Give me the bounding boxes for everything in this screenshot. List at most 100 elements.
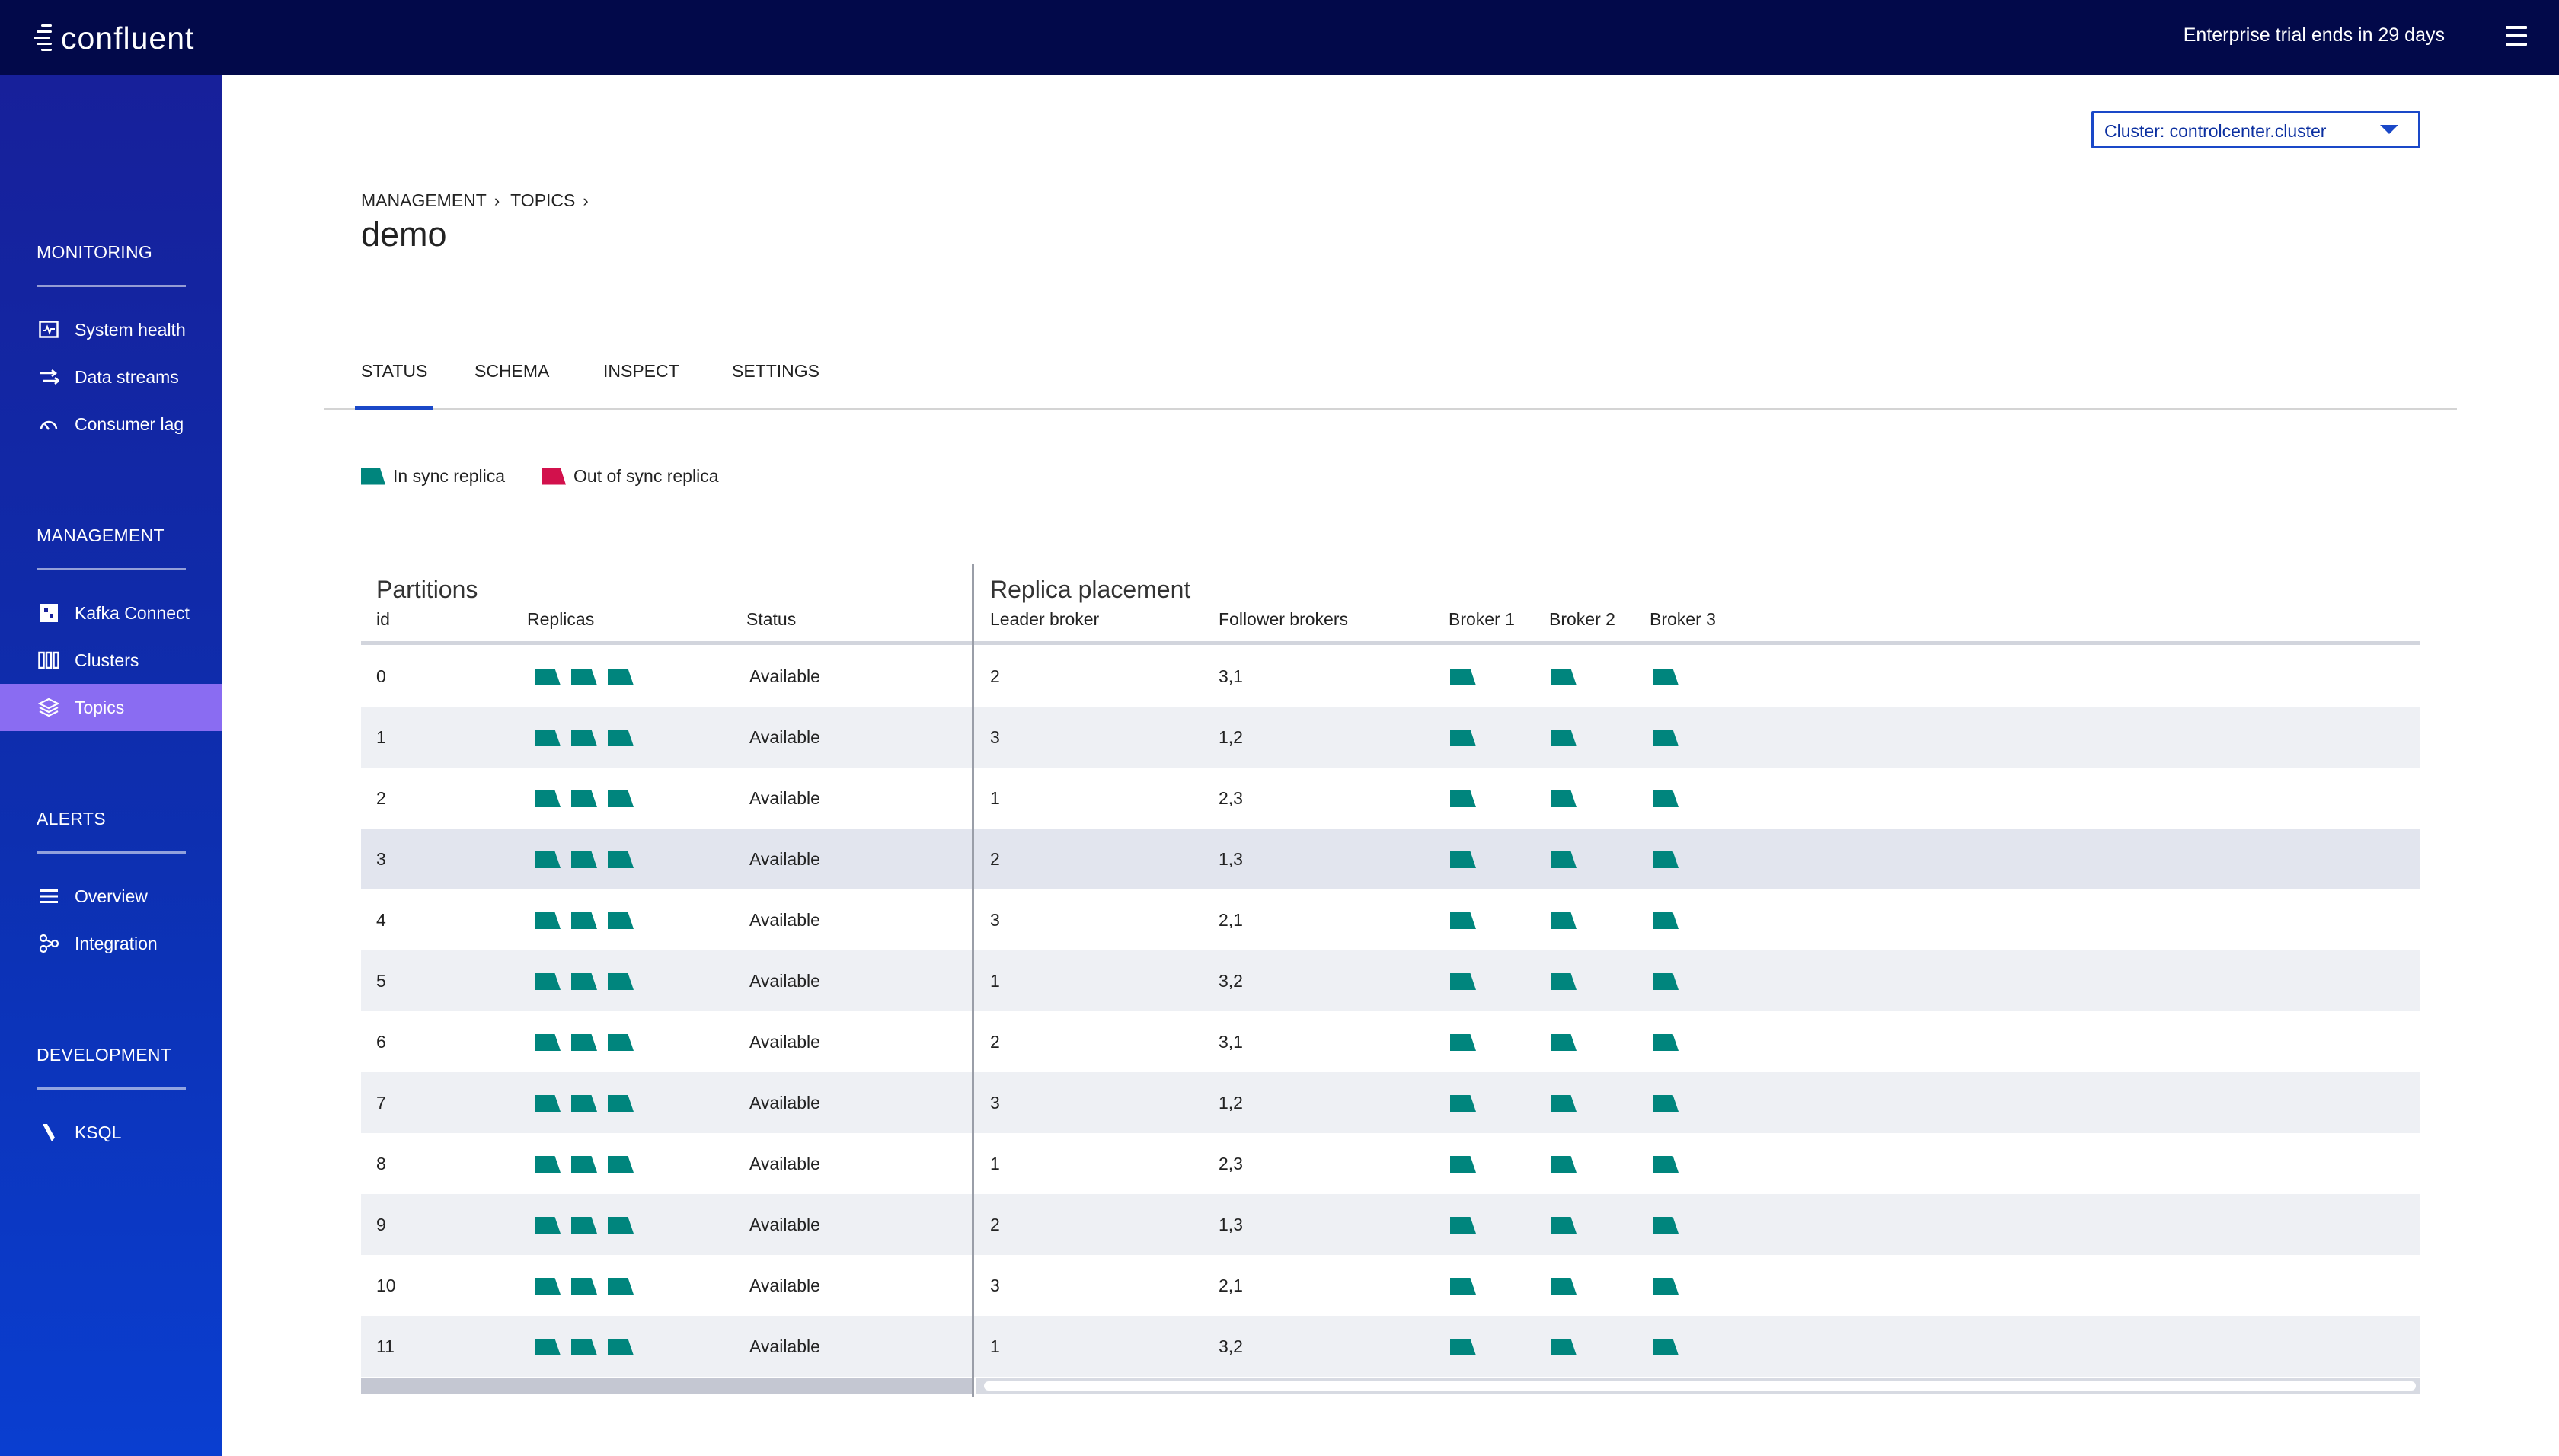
tab-bar: STATUS SCHEMA INSPECT SETTINGS bbox=[324, 350, 2457, 410]
brand-name: confluent bbox=[61, 20, 195, 56]
leader-broker: 2 bbox=[990, 1215, 1000, 1234]
replica-placement-title: Replica placement bbox=[990, 576, 1191, 603]
partition-status: Available bbox=[749, 666, 820, 686]
tab-schema[interactable]: SCHEMA bbox=[474, 361, 550, 381]
section-divider bbox=[37, 1087, 186, 1090]
broker-2-replica-icon bbox=[1551, 669, 1577, 685]
table-row[interactable]: 7 Available 3 1,2 bbox=[361, 1072, 2420, 1133]
column-header-status[interactable]: Status bbox=[746, 609, 797, 629]
in-sync-replica-icon bbox=[571, 1095, 597, 1112]
table-row[interactable]: 10 Available 3 2,1 bbox=[361, 1255, 2420, 1316]
in-sync-replica-icon bbox=[608, 1339, 634, 1355]
left-scrollbar[interactable] bbox=[361, 1378, 972, 1394]
consumer-lag-icon bbox=[38, 413, 59, 435]
column-header-follower-brokers[interactable]: Follower brokers bbox=[1219, 609, 1348, 629]
sidebar-item-overview[interactable]: Overview bbox=[0, 873, 222, 920]
table-row[interactable]: 1 Available 3 1,2 bbox=[361, 707, 2420, 768]
out-of-sync-replica-icon bbox=[542, 468, 567, 485]
column-header-leader-broker[interactable]: Leader broker bbox=[990, 609, 1100, 629]
sidebar-item-ksql[interactable]: KSQL bbox=[0, 1109, 222, 1156]
partition-status: Available bbox=[749, 1093, 820, 1113]
broker-2-replica-icon bbox=[1551, 1339, 1577, 1355]
sidebar-item-label: Integration bbox=[75, 933, 158, 953]
table-row[interactable]: 3 Available 2 1,3 bbox=[361, 829, 2420, 889]
in-sync-replica-icon bbox=[571, 1156, 597, 1173]
broker-3-replica-icon bbox=[1653, 1034, 1679, 1051]
broker-2-replica-icon bbox=[1551, 790, 1577, 807]
in-sync-replica-icon bbox=[608, 1217, 634, 1234]
in-sync-replica-icon bbox=[608, 730, 634, 746]
horizontal-scrollbar[interactable] bbox=[976, 1378, 2420, 1394]
partition-status: Available bbox=[749, 727, 820, 747]
in-sync-replica-icon bbox=[608, 851, 634, 868]
table-row[interactable]: 11 Available 1 3,2 bbox=[361, 1316, 2420, 1377]
section-title-management: MANAGEMENT bbox=[37, 525, 165, 545]
tab-inspect[interactable]: INSPECT bbox=[603, 361, 679, 381]
cluster-select-value: Cluster: controlcenter.cluster bbox=[2104, 121, 2327, 141]
sidebar-item-label: Data streams bbox=[75, 366, 179, 387]
broker-3-replica-icon bbox=[1653, 1278, 1679, 1295]
partition-id: 6 bbox=[376, 1032, 386, 1052]
confluent-logo[interactable]: confluent bbox=[34, 18, 194, 58]
header-divider bbox=[361, 641, 2420, 645]
sidebar-item-consumer-lag[interactable]: Consumer lag bbox=[0, 401, 222, 448]
broker-2-replica-icon bbox=[1551, 912, 1577, 929]
column-header-broker-3[interactable]: Broker 3 bbox=[1650, 609, 1716, 629]
column-header-broker-2[interactable]: Broker 2 bbox=[1549, 609, 1615, 629]
broker-3-replica-icon bbox=[1653, 669, 1679, 685]
partition-status: Available bbox=[749, 1154, 820, 1173]
replica-legend: In sync replica Out of sync replica bbox=[361, 466, 755, 487]
sidebar-item-kafka-connect[interactable]: Kafka Connect bbox=[0, 589, 222, 637]
breadcrumb-management[interactable]: MANAGEMENT bbox=[361, 190, 487, 210]
tab-settings[interactable]: SETTINGS bbox=[732, 361, 820, 381]
sidebar-item-topics[interactable]: Topics bbox=[0, 684, 222, 731]
column-header-replicas[interactable]: Replicas bbox=[527, 609, 595, 629]
broker-3-replica-icon bbox=[1653, 790, 1679, 807]
partition-status: Available bbox=[749, 849, 820, 869]
broker-1-replica-icon bbox=[1450, 1339, 1476, 1355]
section-divider bbox=[37, 851, 186, 854]
broker-2-replica-icon bbox=[1551, 730, 1577, 746]
overview-icon bbox=[38, 886, 59, 907]
partition-status: Available bbox=[749, 1032, 820, 1052]
table-row[interactable]: 4 Available 3 2,1 bbox=[361, 889, 2420, 950]
leader-broker: 2 bbox=[990, 666, 1000, 686]
sidebar: MONITORING System health Data streams Co… bbox=[0, 75, 222, 1456]
table-row[interactable]: 8 Available 1 2,3 bbox=[361, 1133, 2420, 1194]
leader-broker: 2 bbox=[990, 849, 1000, 869]
column-header-id[interactable]: id bbox=[376, 609, 390, 629]
in-sync-replica-icon bbox=[535, 1156, 561, 1173]
hamburger-icon[interactable] bbox=[2506, 26, 2527, 46]
partition-id: 3 bbox=[376, 849, 386, 869]
sidebar-item-clusters[interactable]: Clusters bbox=[0, 637, 222, 684]
leader-broker: 1 bbox=[990, 1154, 1000, 1173]
table-row[interactable]: 2 Available 1 2,3 bbox=[361, 768, 2420, 829]
in-sync-replica-icon bbox=[571, 669, 597, 685]
chevron-right-icon: › bbox=[494, 190, 500, 210]
sidebar-item-integration[interactable]: Integration bbox=[0, 920, 222, 967]
scrollbar-thumb[interactable] bbox=[984, 1381, 2416, 1391]
table-row[interactable]: 6 Available 2 3,1 bbox=[361, 1011, 2420, 1072]
in-sync-replica-icon bbox=[571, 1278, 597, 1295]
column-group-divider bbox=[972, 564, 974, 1397]
broker-1-replica-icon bbox=[1450, 1034, 1476, 1051]
broker-1-replica-icon bbox=[1450, 851, 1476, 868]
in-sync-replica-icon bbox=[535, 1278, 561, 1295]
sidebar-item-data-streams[interactable]: Data streams bbox=[0, 353, 222, 401]
sidebar-item-label: Consumer lag bbox=[75, 413, 184, 434]
table-row[interactable]: 0 Available 2 3,1 bbox=[361, 646, 2420, 707]
column-header-broker-1[interactable]: Broker 1 bbox=[1449, 609, 1515, 629]
partition-id: 5 bbox=[376, 971, 386, 991]
table-row[interactable]: 9 Available 2 1,3 bbox=[361, 1194, 2420, 1255]
table-row[interactable]: 5 Available 1 3,2 bbox=[361, 950, 2420, 1011]
partition-status: Available bbox=[749, 971, 820, 991]
cluster-select[interactable]: Cluster: controlcenter.cluster bbox=[2091, 111, 2420, 148]
section-title-development: DEVELOPMENT bbox=[37, 1045, 172, 1065]
in-sync-replica-icon bbox=[535, 1034, 561, 1051]
partitions-table: Partitions Replica placement id Replicas… bbox=[361, 564, 2420, 1397]
breadcrumb-topics[interactable]: TOPICS bbox=[510, 190, 576, 210]
partition-id: 10 bbox=[376, 1276, 396, 1295]
sidebar-item-system-health[interactable]: System health bbox=[0, 306, 222, 353]
in-sync-replica-icon bbox=[535, 1339, 561, 1355]
tab-status[interactable]: STATUS bbox=[355, 361, 434, 410]
